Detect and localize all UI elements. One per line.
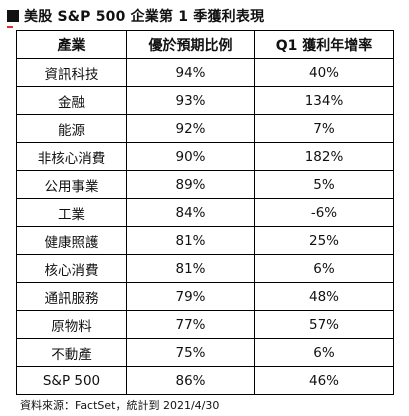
cell-sector: 原物料 bbox=[16, 310, 127, 339]
title-text: 美股 S&P 500 企業第 1 季獲利表現 bbox=[24, 9, 265, 25]
cell-beat-ratio: 86% bbox=[126, 366, 255, 395]
cell-beat-ratio: 77% bbox=[126, 310, 255, 339]
cell-sector: 通訊服務 bbox=[16, 282, 127, 311]
cell-beat-ratio: 79% bbox=[126, 282, 255, 311]
cell-q1-growth: 7% bbox=[254, 114, 394, 143]
cell-sector: 核心消費 bbox=[16, 254, 127, 283]
table-row: 金融 93% 134% bbox=[16, 86, 394, 115]
title-square-icon bbox=[7, 10, 19, 22]
cell-sector: 能源 bbox=[16, 114, 127, 143]
cell-sector: 不動產 bbox=[16, 338, 127, 367]
cell-beat-ratio: 75% bbox=[126, 338, 255, 367]
cell-beat-ratio: 89% bbox=[126, 170, 255, 199]
cell-q1-growth: 40% bbox=[254, 58, 394, 87]
cell-beat-ratio: 90% bbox=[126, 142, 255, 171]
table-row: S&P 500 86% 46% bbox=[16, 366, 394, 395]
table-row: 通訊服務 79% 48% bbox=[16, 282, 394, 311]
table-row: 不動產 75% 6% bbox=[16, 338, 394, 367]
cell-q1-growth: 57% bbox=[254, 310, 394, 339]
table-row: 工業 84% -6% bbox=[16, 198, 394, 227]
cell-q1-growth: 6% bbox=[254, 338, 394, 367]
cell-beat-ratio: 84% bbox=[126, 198, 255, 227]
source-note: 資料來源：FactSet，統計到 2021/4/30 bbox=[20, 399, 220, 412]
header-sector: 產業 bbox=[16, 30, 127, 59]
cell-q1-growth: 46% bbox=[254, 366, 394, 395]
cell-sector: S&P 500 bbox=[16, 366, 127, 395]
earnings-table: 產業 優於預期比例 Q1 獲利年增率 資訊科技 94% 40% 金融 93% 134% 能源… bbox=[16, 30, 394, 395]
cell-q1-growth: 182% bbox=[254, 142, 394, 171]
title-underline bbox=[7, 26, 13, 28]
cell-q1-growth: 134% bbox=[254, 86, 394, 115]
cell-beat-ratio: 93% bbox=[126, 86, 255, 115]
table-row: 公用事業 89% 5% bbox=[16, 170, 394, 199]
cell-beat-ratio: 81% bbox=[126, 226, 255, 255]
table-row: 資訊科技 94% 40% bbox=[16, 58, 394, 87]
cell-sector: 公用事業 bbox=[16, 170, 127, 199]
cell-q1-growth: 48% bbox=[254, 282, 394, 311]
cell-sector: 健康照護 bbox=[16, 226, 127, 255]
table-row: 非核心消費 90% 182% bbox=[16, 142, 394, 171]
cell-q1-growth: -6% bbox=[254, 198, 394, 227]
table-row: 核心消費 81% 6% bbox=[16, 254, 394, 283]
cell-sector: 工業 bbox=[16, 198, 127, 227]
cell-sector: 資訊科技 bbox=[16, 58, 127, 87]
header-q1-growth: Q1 獲利年增率 bbox=[254, 30, 394, 59]
cell-q1-growth: 25% bbox=[254, 226, 394, 255]
header-beat-ratio: 優於預期比例 bbox=[126, 30, 255, 59]
cell-beat-ratio: 81% bbox=[126, 254, 255, 283]
table-row: 能源 92% 7% bbox=[16, 114, 394, 143]
table-header-row: 產業 優於預期比例 Q1 獲利年增率 bbox=[16, 30, 394, 59]
cell-q1-growth: 6% bbox=[254, 254, 394, 283]
cell-q1-growth: 5% bbox=[254, 170, 394, 199]
cell-sector: 金融 bbox=[16, 86, 127, 115]
table-row: 原物料 77% 57% bbox=[16, 310, 394, 339]
page-title: 美股 S&P 500 企業第 1 季獲利表現 bbox=[7, 6, 264, 26]
cell-beat-ratio: 94% bbox=[126, 58, 255, 87]
cell-beat-ratio: 92% bbox=[126, 114, 255, 143]
table-row: 健康照護 81% 25% bbox=[16, 226, 394, 255]
cell-sector: 非核心消費 bbox=[16, 142, 127, 171]
